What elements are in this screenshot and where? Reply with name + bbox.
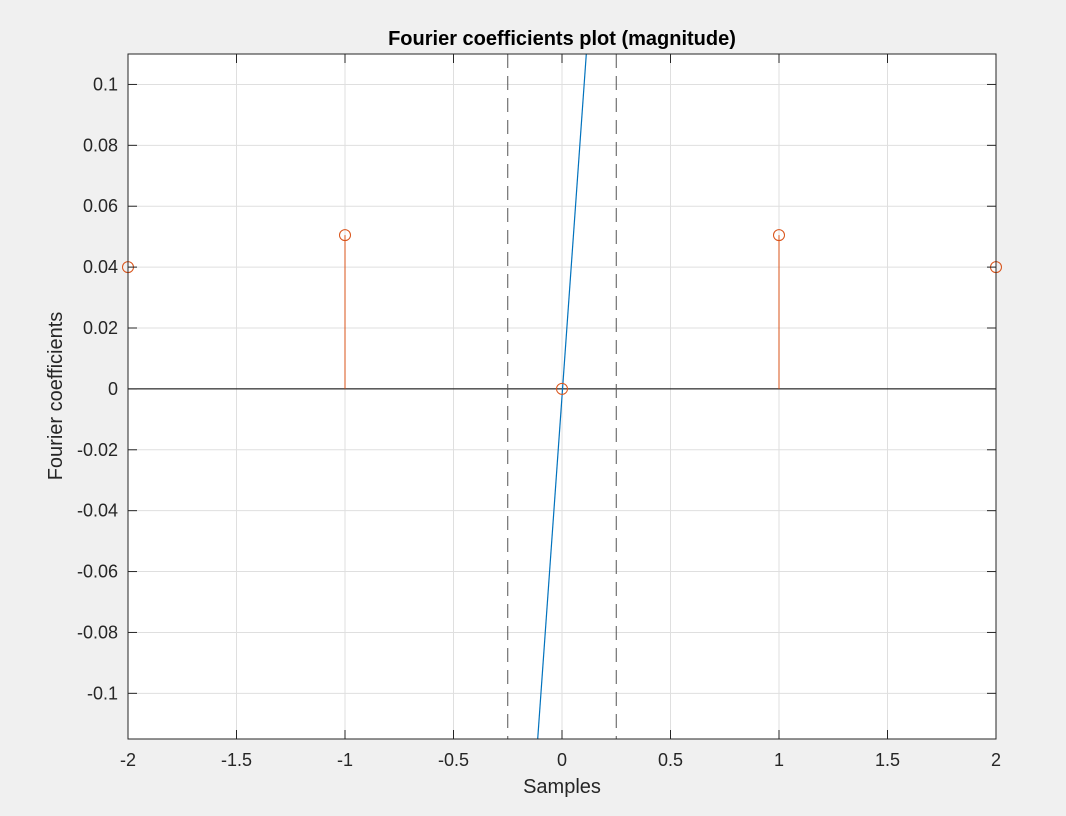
axis-ticks xyxy=(127,54,997,739)
y-tick-label: -0.1 xyxy=(87,683,118,703)
y-axis-label: Fourier coefficients xyxy=(45,312,67,481)
y-tick-label: -0.02 xyxy=(77,440,118,460)
line-series xyxy=(537,53,587,740)
y-tick-label: 0.02 xyxy=(83,318,118,338)
x-tick-label: 0.5 xyxy=(658,750,683,770)
y-tick-label: 0 xyxy=(108,379,118,399)
y-tick-labels: -0.1 -0.08 -0.06 -0.04 -0.02 0 0.02 0.04 0.06 0.0… xyxy=(77,74,118,703)
y-tick-label: -0.06 xyxy=(77,562,118,582)
stem-marker xyxy=(556,382,568,395)
x-tick-label: -1.5 xyxy=(221,750,252,770)
stem-marker xyxy=(339,229,351,242)
x-axis-label: Samples xyxy=(523,776,601,798)
y-tick-label: -0.08 xyxy=(77,622,118,642)
y-tick-label: 0.04 xyxy=(83,257,118,277)
x-tick-label: 0 xyxy=(557,750,567,770)
x-tick-label: -2 xyxy=(120,750,136,770)
grid-lines xyxy=(127,54,997,739)
y-tick-label: 0.1 xyxy=(93,74,118,94)
y-tick-label: -0.04 xyxy=(77,501,118,521)
y-tick-label: 0.06 xyxy=(83,196,118,216)
stem-marker xyxy=(773,229,785,242)
x-tick-labels: -2 -1.5 -1 -0.5 0 0.5 1 1.5 2 xyxy=(120,750,1001,770)
y-tick-label: 0.08 xyxy=(83,135,118,155)
x-tick-label: -1 xyxy=(337,750,353,770)
x-tick-label: 1 xyxy=(774,750,784,770)
x-tick-label: 2 xyxy=(991,750,1001,770)
x-tick-label: 1.5 xyxy=(875,750,900,770)
chart-title: Fourier coefficients plot (magnitude) xyxy=(388,28,736,50)
x-tick-label: -0.5 xyxy=(438,750,469,770)
